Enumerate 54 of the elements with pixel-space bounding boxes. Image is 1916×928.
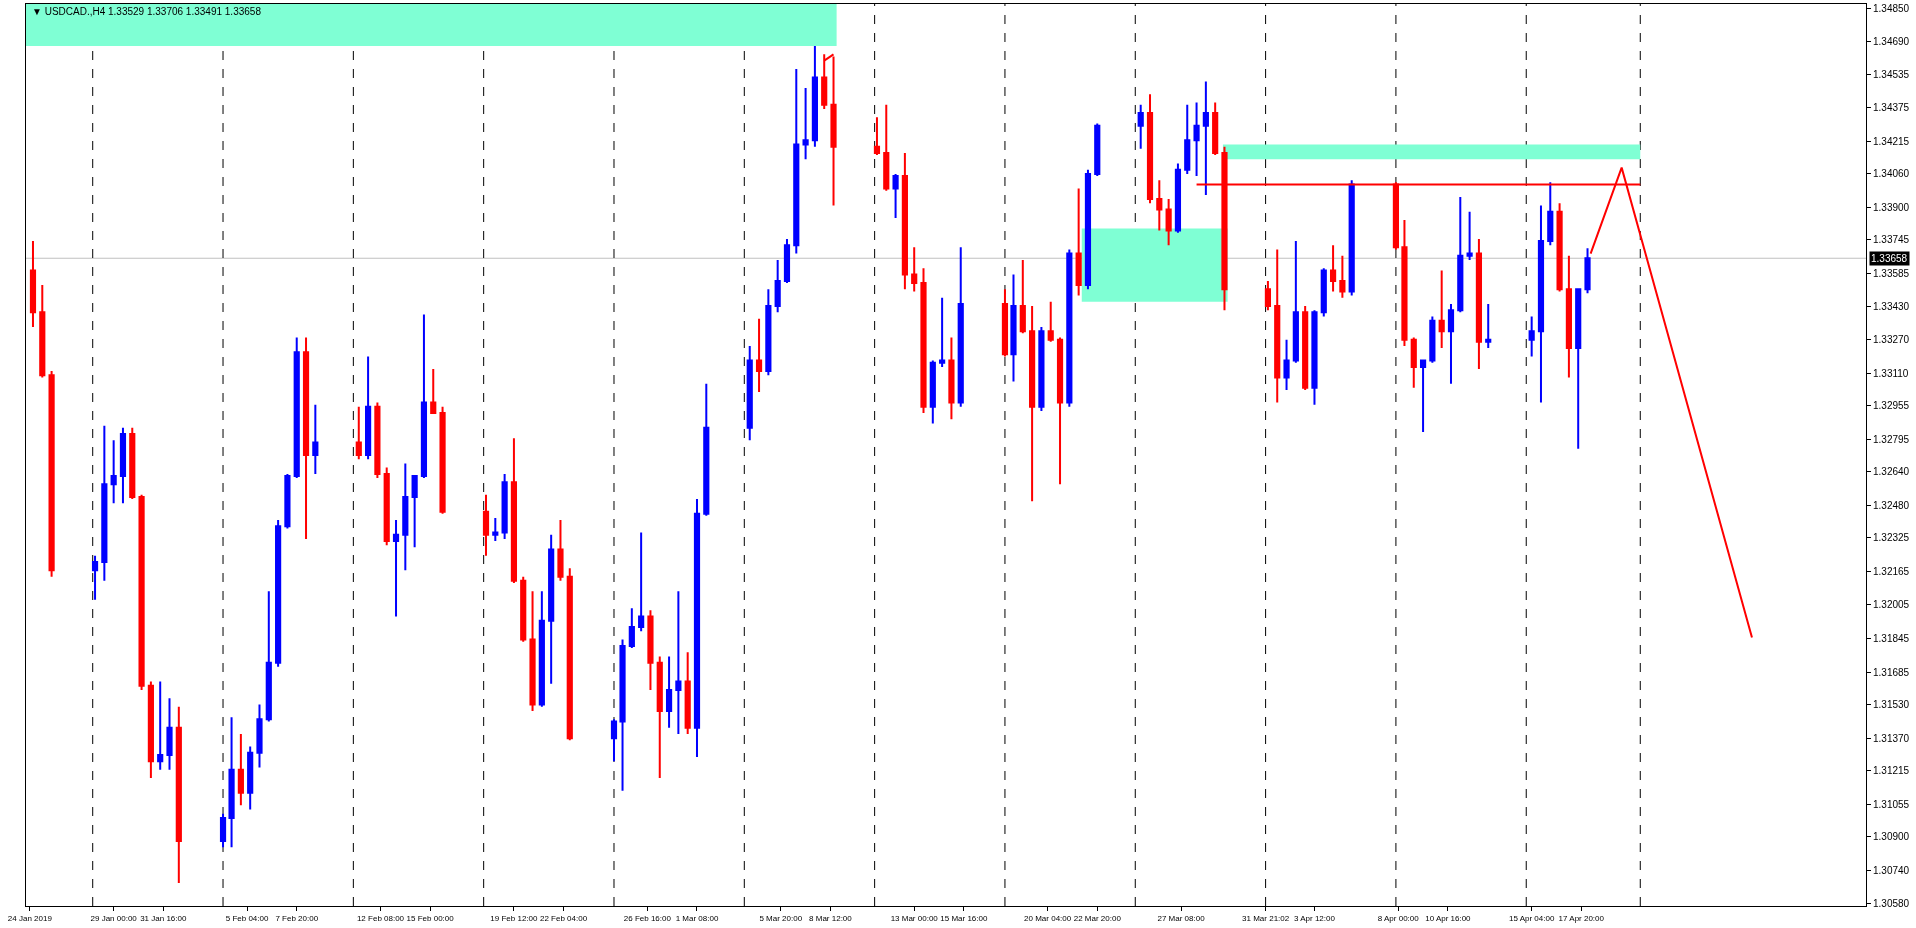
y-tick-label: 1.32640	[1873, 466, 1910, 478]
y-tick-label: 1.31370	[1873, 732, 1910, 744]
x-tick-label: 5 Mar 20:00	[759, 913, 803, 923]
x-tick-label: 7 Feb 20:00	[275, 913, 319, 923]
x-tick-label: 19 Feb 12:00	[490, 913, 539, 923]
x-tick-label: 27 Mar 08:00	[1157, 913, 1206, 923]
x-tick-label: 15 Apr 04:00	[1508, 913, 1555, 923]
y-tick-label: 1.30580	[1873, 898, 1910, 910]
x-tick-label: 1 Mar 08:00	[675, 913, 719, 923]
y-tick-label: 1.32480	[1873, 499, 1910, 511]
y-tick-label: 1.34850	[1873, 2, 1910, 14]
x-tick-label: 13 Mar 00:00	[890, 913, 939, 923]
y-tick-label: 1.31055	[1873, 798, 1910, 810]
y-tick-label: 1.31845	[1873, 633, 1910, 645]
y-tick-label: 1.32005	[1873, 599, 1910, 611]
y-tick-label: 1.31215	[1873, 765, 1910, 777]
x-tick-label: 24 Jan 2019	[7, 913, 53, 923]
y-tick-label: 1.34215	[1873, 135, 1910, 147]
x-tick-label: 10 Apr 16:00	[1425, 913, 1472, 923]
chart-title: ▼ USDCAD.,H4 1.33529 1.33706 1.33491 1.33658	[32, 6, 262, 17]
x-tick-label: 5 Feb 04:00	[225, 913, 269, 923]
y-tick-label: 1.33110	[1873, 367, 1909, 379]
y-tick-label: 1.32795	[1873, 433, 1910, 445]
x-tick-label: 12 Feb 08:00	[356, 913, 405, 923]
y-tick-label: 1.32165	[1873, 565, 1910, 577]
ref-line-label: 1.33658	[1871, 253, 1908, 264]
x-tick-label: 22 Mar 20:00	[1073, 913, 1122, 923]
x-tick-label: 15 Feb 00:00	[406, 913, 455, 923]
y-tick-label: 1.31685	[1873, 666, 1910, 678]
x-tick-label: 17 Apr 20:00	[1558, 913, 1605, 923]
y-tick-label: 1.32955	[1873, 400, 1910, 412]
x-tick-label: 29 Jan 00:00	[90, 913, 138, 923]
x-tick-label: 8 Mar 12:00	[809, 913, 853, 923]
y-tick-label: 1.32325	[1873, 532, 1910, 544]
x-tick-label: 20 Mar 04:00	[1024, 913, 1072, 923]
y-tick-label: 1.30740	[1873, 864, 1910, 876]
y-tick-label: 1.34535	[1873, 68, 1910, 80]
y-tick-label: 1.31530	[1873, 699, 1910, 711]
x-tick-label: 31 Jan 16:00	[140, 913, 187, 923]
x-tick-label: 22 Feb 04:00	[539, 913, 588, 923]
x-tick-label: 31 Mar 21:02	[1242, 913, 1290, 923]
y-tick-label: 1.34060	[1873, 168, 1910, 180]
y-tick-label: 1.33585	[1873, 268, 1910, 280]
y-tick-label: 1.33745	[1873, 234, 1910, 246]
y-tick-label: 1.34375	[1873, 102, 1910, 114]
y-tick-label: 1.33430	[1873, 300, 1910, 312]
x-tick-label: 3 Apr 12:00	[1294, 913, 1336, 923]
y-tick-label: 1.30900	[1873, 831, 1910, 843]
y-tick-label: 1.34690	[1873, 36, 1910, 48]
y-tick-label: 1.33900	[1873, 201, 1910, 213]
x-tick-label: 8 Apr 00:00	[1377, 913, 1420, 923]
x-tick-label: 15 Mar 16:00	[940, 913, 988, 923]
x-tick-label: 26 Feb 16:00	[623, 913, 672, 923]
y-tick-label: 1.33270	[1873, 334, 1910, 346]
